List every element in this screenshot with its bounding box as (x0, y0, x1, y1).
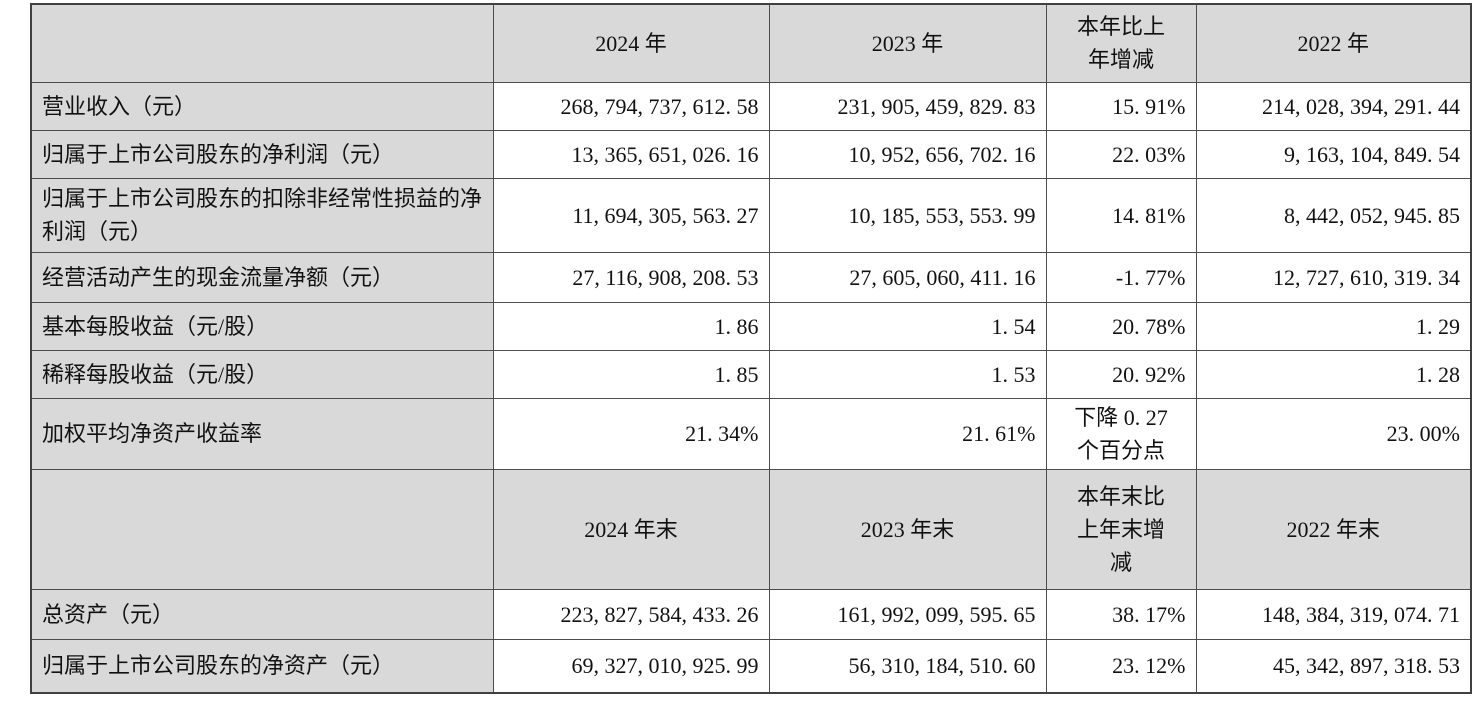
value-change: 38. 17% (1045, 588, 1197, 640)
row-label: 营业收入（元） (30, 81, 494, 131)
header-cell-2024-end: 2024 年末 (492, 468, 770, 590)
row-net-profit-attributable: 归属于上市公司股东的净利润（元） 13, 365, 651, 026. 16 1… (30, 129, 1472, 179)
row-operating-revenue: 营业收入（元） 268, 794, 737, 612. 58 231, 905,… (30, 81, 1472, 131)
value-2022: 214, 028, 394, 291. 44 (1195, 81, 1472, 131)
value-2024: 1. 85 (492, 349, 770, 399)
value-change: 22. 03% (1045, 129, 1197, 179)
header-row-annual: 2024 年 2023 年 本年比上 年增减 2022 年 (30, 3, 1472, 83)
row-label: 归属于上市公司股东的净资产（元） (30, 638, 494, 694)
value-change: 23. 12% (1045, 638, 1197, 694)
row-label: 经营活动产生的现金流量净额（元） (30, 251, 494, 303)
value-2024: 27, 116, 908, 208. 53 (492, 251, 770, 303)
value-2024: 1. 86 (492, 301, 770, 351)
key-financials-table: 2024 年 2023 年 本年比上 年增减 2022 年 营业收入（元） 26… (30, 3, 1472, 694)
value-2023: 161, 992, 099, 595. 65 (768, 588, 1047, 640)
value-2023: 1. 54 (768, 301, 1047, 351)
header-cell-2023: 2023 年 (768, 3, 1047, 83)
header-cell-yoy-change: 本年比上 年增减 (1045, 3, 1197, 83)
row-label: 稀释每股收益（元/股） (30, 349, 494, 399)
value-2024: 13, 365, 651, 026. 16 (492, 129, 770, 179)
value-2024: 223, 827, 584, 433. 26 (492, 588, 770, 640)
value-change: 下降 0. 27 个百分点 (1045, 397, 1197, 470)
row-label: 归属于上市公司股东的净利润（元） (30, 129, 494, 179)
value-2024: 268, 794, 737, 612. 58 (492, 81, 770, 131)
value-2022: 12, 727, 610, 319. 34 (1195, 251, 1472, 303)
value-2023: 10, 185, 553, 553. 99 (768, 177, 1047, 253)
value-2022: 1. 28 (1195, 349, 1472, 399)
header-row-year-end: 2024 年末 2023 年末 本年末比 上年末增 减 2022 年末 (30, 468, 1472, 590)
header-cell-2022: 2022 年 (1195, 3, 1472, 83)
row-operating-cash-flow: 经营活动产生的现金流量净额（元） 27, 116, 908, 208. 53 2… (30, 251, 1472, 303)
value-2022: 8, 442, 052, 945. 85 (1195, 177, 1472, 253)
value-change: 20. 78% (1045, 301, 1197, 351)
value-2023: 1. 53 (768, 349, 1047, 399)
header-cell-blank (30, 3, 494, 83)
value-2022: 148, 384, 319, 074. 71 (1195, 588, 1472, 640)
value-2023: 56, 310, 184, 510. 60 (768, 638, 1047, 694)
header-cell-2024: 2024 年 (492, 3, 770, 83)
value-2024: 69, 327, 010, 925. 99 (492, 638, 770, 694)
header-cell-2022-end: 2022 年末 (1195, 468, 1472, 590)
value-2023: 10, 952, 656, 702. 16 (768, 129, 1047, 179)
value-2022: 23. 00% (1195, 397, 1472, 470)
row-diluted-eps: 稀释每股收益（元/股） 1. 85 1. 53 20. 92% 1. 28 (30, 349, 1472, 399)
header-cell-2023-end: 2023 年末 (768, 468, 1047, 590)
value-2024: 21. 34% (492, 397, 770, 470)
value-change: 15. 91% (1045, 81, 1197, 131)
row-total-assets: 总资产（元） 223, 827, 584, 433. 26 161, 992, … (30, 588, 1472, 640)
value-2024: 11, 694, 305, 563. 27 (492, 177, 770, 253)
row-label: 总资产（元） (30, 588, 494, 640)
value-2023: 27, 605, 060, 411. 16 (768, 251, 1047, 303)
value-change: 14. 81% (1045, 177, 1197, 253)
row-basic-eps: 基本每股收益（元/股） 1. 86 1. 54 20. 78% 1. 29 (30, 301, 1472, 351)
header-cell-blank (30, 468, 494, 590)
value-change: 20. 92% (1045, 349, 1197, 399)
value-2022: 9, 163, 104, 849. 54 (1195, 129, 1472, 179)
value-2022: 1. 29 (1195, 301, 1472, 351)
header-cell-yearend-change: 本年末比 上年末增 减 (1045, 468, 1197, 590)
value-change: -1. 77% (1045, 251, 1197, 303)
value-2023: 21. 61% (768, 397, 1047, 470)
row-net-profit-excl-nonrecurring: 归属于上市公司股东的扣除非经常性损益的净利润（元） 11, 694, 305, … (30, 177, 1472, 253)
row-label: 加权平均净资产收益率 (30, 397, 494, 470)
row-label: 基本每股收益（元/股） (30, 301, 494, 351)
value-2022: 45, 342, 897, 318. 53 (1195, 638, 1472, 694)
row-label: 归属于上市公司股东的扣除非经常性损益的净利润（元） (30, 177, 494, 253)
row-net-assets-attributable: 归属于上市公司股东的净资产（元） 69, 327, 010, 925. 99 5… (30, 638, 1472, 694)
row-weighted-avg-roe: 加权平均净资产收益率 21. 34% 21. 61% 下降 0. 27 个百分点… (30, 397, 1472, 470)
value-2023: 231, 905, 459, 829. 83 (768, 81, 1047, 131)
